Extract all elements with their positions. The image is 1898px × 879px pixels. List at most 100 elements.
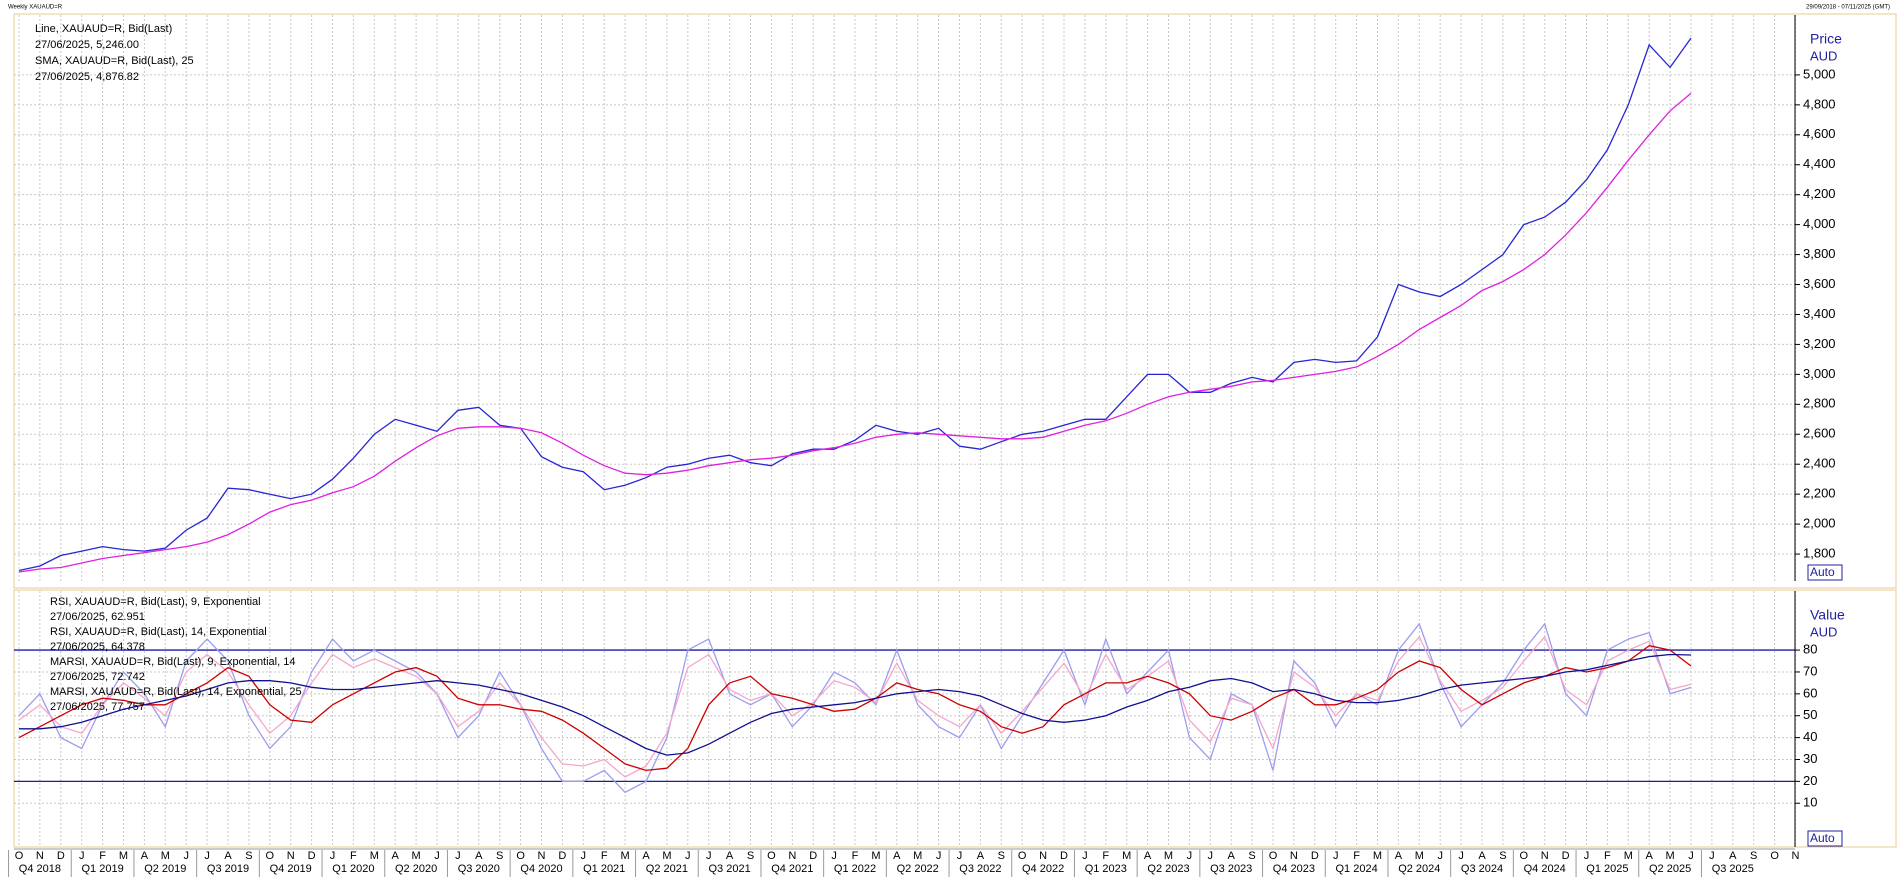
x-tick-label: D xyxy=(1311,850,1319,862)
x-tick-label: M xyxy=(913,850,922,862)
x-tick-label: N xyxy=(1290,850,1298,862)
y-tick-label: 2,200 xyxy=(1803,486,1836,501)
header-left: Weekly XAUAUD=R xyxy=(8,5,63,11)
quarter-label: Q3 2022 xyxy=(959,863,1001,875)
x-tick-label: A xyxy=(141,850,149,862)
quarter-label: Q3 2019 xyxy=(207,863,249,875)
x-tick-label: N xyxy=(36,850,44,862)
quarter-label: Q2 2019 xyxy=(144,863,186,875)
x-tick-label: F xyxy=(1604,850,1611,862)
x-tick-label: F xyxy=(350,850,357,862)
y-axis-title: Price xyxy=(1810,31,1842,47)
y-tick-label: 3,800 xyxy=(1803,246,1836,261)
series-line xyxy=(18,635,1692,778)
y-tick-label: 2,400 xyxy=(1803,456,1836,471)
legend-last-value: 27/06/2025, 77.757 xyxy=(50,701,145,713)
y-tick-label: 4,000 xyxy=(1803,216,1836,231)
x-tick-label: M xyxy=(1415,850,1424,862)
legend-last-value: 27/06/2025, 4,876.82 xyxy=(35,71,139,83)
x-tick-label: O xyxy=(1770,850,1779,862)
x-tick-label: M xyxy=(161,850,170,862)
x-tick-label: J xyxy=(1458,850,1464,862)
x-tick-label: S xyxy=(1499,850,1506,862)
y-tick-label: 3,600 xyxy=(1803,276,1836,291)
legend-last-value: 27/06/2025, 72.742 xyxy=(50,671,145,683)
y-tick-label: 50 xyxy=(1803,707,1817,722)
x-tick-label: M xyxy=(871,850,880,862)
y-tick-label: 20 xyxy=(1803,773,1817,788)
x-tick-label: F xyxy=(852,850,859,862)
y-tick-label: 2,600 xyxy=(1803,426,1836,441)
quarter-label: Q4 2022 xyxy=(1022,863,1064,875)
y-axis-unit: AUD xyxy=(1810,624,1837,639)
x-tick-label: A xyxy=(1144,850,1152,862)
scale-button[interactable] xyxy=(1807,830,1843,847)
x-tick-label: S xyxy=(245,850,252,862)
x-tick-label: M xyxy=(662,850,671,862)
x-tick-label: J xyxy=(706,850,712,862)
header-right: 29/09/2018 - 07/11/2025 (GMT) xyxy=(1806,5,1890,11)
x-tick-label: S xyxy=(747,850,754,862)
y-tick-label: 4,200 xyxy=(1803,186,1836,201)
series-line xyxy=(18,622,1692,794)
legend-name: MARSI, XAUAUD=R, Bid(Last), 14, Exponent… xyxy=(50,686,302,698)
legend-name: RSI, XAUAUD=R, Bid(Last), 14, Exponentia… xyxy=(50,626,267,638)
quarter-label: Q1 2023 xyxy=(1085,863,1127,875)
series-line xyxy=(18,645,1692,772)
x-tick-label: M xyxy=(1624,850,1633,862)
x-tick-label: M xyxy=(412,850,421,862)
x-tick-label: A xyxy=(726,850,734,862)
quarter-label: Q4 2021 xyxy=(771,863,813,875)
x-tick-label: M xyxy=(1373,850,1382,862)
x-tick-label: A xyxy=(642,850,650,862)
series-line xyxy=(18,92,1692,573)
quarter-label: Q1 2025 xyxy=(1586,863,1628,875)
quarter-label: Q3 2024 xyxy=(1461,863,1503,875)
quarter-label: Q1 2019 xyxy=(81,863,123,875)
quarter-label: Q2 2025 xyxy=(1649,863,1691,875)
x-tick-label: F xyxy=(1102,850,1109,862)
x-tick-label: A xyxy=(224,850,232,862)
quarter-label: Q4 2024 xyxy=(1524,863,1566,875)
legend-name: Line, XAUAUD=R, Bid(Last) xyxy=(35,23,172,35)
x-tick-label: O xyxy=(767,850,776,862)
y-tick-label: 4,800 xyxy=(1803,96,1836,111)
x-tick-label: A xyxy=(977,850,985,862)
quarter-label: Q4 2023 xyxy=(1273,863,1315,875)
scale-button-label[interactable]: Auto xyxy=(1810,565,1835,579)
quarter-label: Q3 2025 xyxy=(1712,863,1754,875)
x-tick-label: D xyxy=(57,850,65,862)
x-tick-label: A xyxy=(1228,850,1236,862)
legend-last-value: 27/06/2025, 5,246.00 xyxy=(35,39,139,51)
quarter-label: Q2 2022 xyxy=(897,863,939,875)
quarter-label: Q1 2022 xyxy=(834,863,876,875)
quarter-label: Q3 2020 xyxy=(458,863,500,875)
x-tick-label: A xyxy=(392,850,400,862)
x-tick-label: S xyxy=(496,850,503,862)
x-tick-label: F xyxy=(99,850,106,862)
x-tick-label: J xyxy=(957,850,963,862)
x-tick-label: N xyxy=(1039,850,1047,862)
x-tick-label: N xyxy=(1792,850,1800,862)
y-tick-label: 30 xyxy=(1803,751,1817,766)
y-axis-title: Value xyxy=(1810,607,1845,623)
price-panel-frame xyxy=(13,13,1897,589)
x-tick-label: N xyxy=(538,850,546,862)
scale-button[interactable] xyxy=(1807,564,1843,581)
x-tick-label: O xyxy=(1018,850,1027,862)
legend-name: RSI, XAUAUD=R, Bid(Last), 9, Exponential xyxy=(50,596,261,608)
y-tick-label: 3,200 xyxy=(1803,336,1836,351)
y-tick-label: 60 xyxy=(1803,685,1817,700)
quarter-label: Q2 2020 xyxy=(395,863,437,875)
quarter-label: Q2 2021 xyxy=(646,863,688,875)
scale-button-label[interactable]: Auto xyxy=(1810,831,1835,845)
quarter-label: Q1 2020 xyxy=(332,863,374,875)
x-tick-label: D xyxy=(1562,850,1570,862)
x-tick-label: J xyxy=(1082,850,1088,862)
quarter-label: Q1 2021 xyxy=(583,863,625,875)
x-tick-label: M xyxy=(621,850,630,862)
x-tick-label: O xyxy=(15,850,24,862)
x-tick-label: N xyxy=(287,850,295,862)
legend-last-value: 27/06/2025, 64.378 xyxy=(50,641,145,653)
